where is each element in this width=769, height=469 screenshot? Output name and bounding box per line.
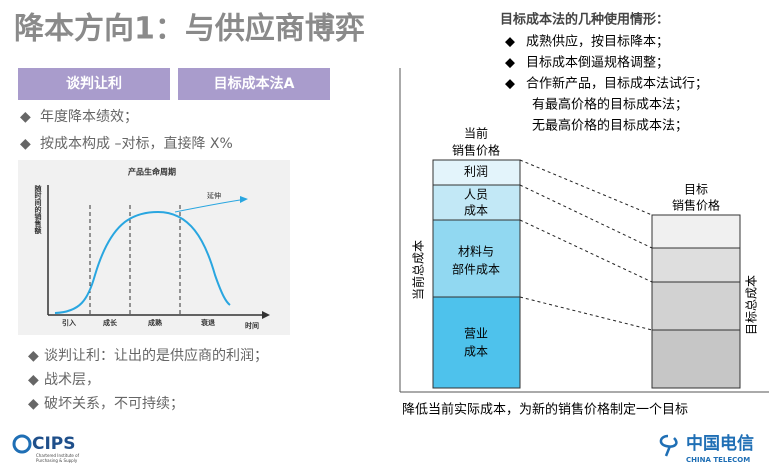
logo-mark — [12, 434, 32, 454]
extension-line — [174, 199, 241, 213]
arrow — [240, 196, 248, 203]
arrow — [262, 311, 270, 319]
connector — [519, 219, 653, 283]
lifecycle-curve — [54, 210, 231, 314]
annotation: 延伸 — [207, 191, 221, 200]
bullet: 合作新产品，目标成本法试行； — [526, 76, 708, 92]
phase-label: 引入 — [62, 318, 76, 327]
cost-segment — [432, 184, 521, 221]
bullet: 按成本构成 –对标，直接降 X% — [40, 135, 233, 152]
segment-label: 材料与 — [458, 245, 494, 259]
target-segment — [651, 281, 741, 331]
tab-label: 目标成本法A — [214, 75, 295, 92]
segment-label: 利润 — [464, 165, 488, 179]
bullet: 战术层， — [44, 372, 100, 388]
sub-line: 无最高价格的目标成本法； — [532, 118, 688, 134]
target-segment — [651, 329, 741, 389]
right-heading: 目标成本法的几种使用情形： — [500, 12, 669, 28]
tab-label: 谈判让利 — [66, 75, 122, 92]
bullet-mark: ◆ — [505, 77, 515, 92]
price-label: 销售价格 — [452, 143, 500, 158]
sub-line: 有最高价格的目标成本法； — [532, 97, 688, 113]
segment-label: 部件成本 — [452, 262, 500, 277]
tab — [18, 68, 170, 100]
price-label: 当前 — [464, 126, 488, 141]
segment-label: 成本 — [464, 345, 488, 359]
phase-label: 成长 — [103, 318, 118, 327]
title: 降本方向1：与供应商博弈 — [14, 12, 365, 47]
total-label: 目标总成本 — [745, 275, 759, 335]
phase-label: 成熟 — [148, 318, 162, 327]
bullet-mark: ◆ — [505, 56, 515, 71]
logo-sub: Purchasing & Supply — [36, 458, 78, 463]
cost-segment — [432, 159, 521, 186]
bullet: 成熟供应，按目标降本； — [526, 34, 669, 50]
bullet-mark: ◆ — [28, 348, 39, 364]
total-label: 当前总成本 — [411, 240, 426, 300]
phase-label: 衰退 — [200, 318, 215, 327]
logo-sub: Chartered Institute of — [36, 453, 80, 458]
x-label: 时间 — [245, 321, 259, 330]
target-segment — [651, 247, 741, 283]
target-segment — [651, 214, 741, 249]
price-label: 销售价格 — [672, 198, 720, 213]
bullet: 破坏关系，不可持续； — [44, 395, 184, 412]
logo-text: CIPS — [32, 434, 76, 454]
cost-segment — [432, 296, 521, 389]
lifecycle-y-label: 随时间的销售额 — [34, 184, 43, 235]
segment-label: 营业 — [464, 327, 488, 341]
bullet: 谈判让利：让出的是供应商的利润； — [44, 347, 268, 364]
bullet: 目标成本倒逼规格调整； — [526, 55, 669, 71]
bullet: 年度降本绩效； — [40, 109, 138, 125]
logo-text: 中国电信 — [686, 433, 754, 454]
logo-sub: CHINA TELECOM — [686, 456, 750, 464]
caption: 降低当前实际成本，为新的销售价格制定一个目标 — [402, 402, 688, 418]
lifecycle-panel — [18, 160, 290, 335]
connector — [519, 159, 653, 216]
logo-mark — [659, 434, 678, 457]
connector — [519, 296, 653, 331]
bullet-mark: ◆ — [28, 372, 39, 388]
lifecycle-title: 产品生命周期 — [128, 167, 176, 177]
price-label: 目标 — [684, 183, 708, 197]
tab — [178, 68, 330, 100]
bullet-mark: ◆ — [28, 396, 39, 412]
segment-label: 成本 — [464, 204, 488, 218]
bullet-mark: ◆ — [20, 109, 31, 125]
segment-label: 人员 — [464, 188, 488, 202]
bullet-mark: ◆ — [20, 136, 31, 152]
bullet-mark: ◆ — [505, 35, 515, 50]
connector — [519, 184, 653, 249]
cost-segment — [432, 219, 521, 298]
